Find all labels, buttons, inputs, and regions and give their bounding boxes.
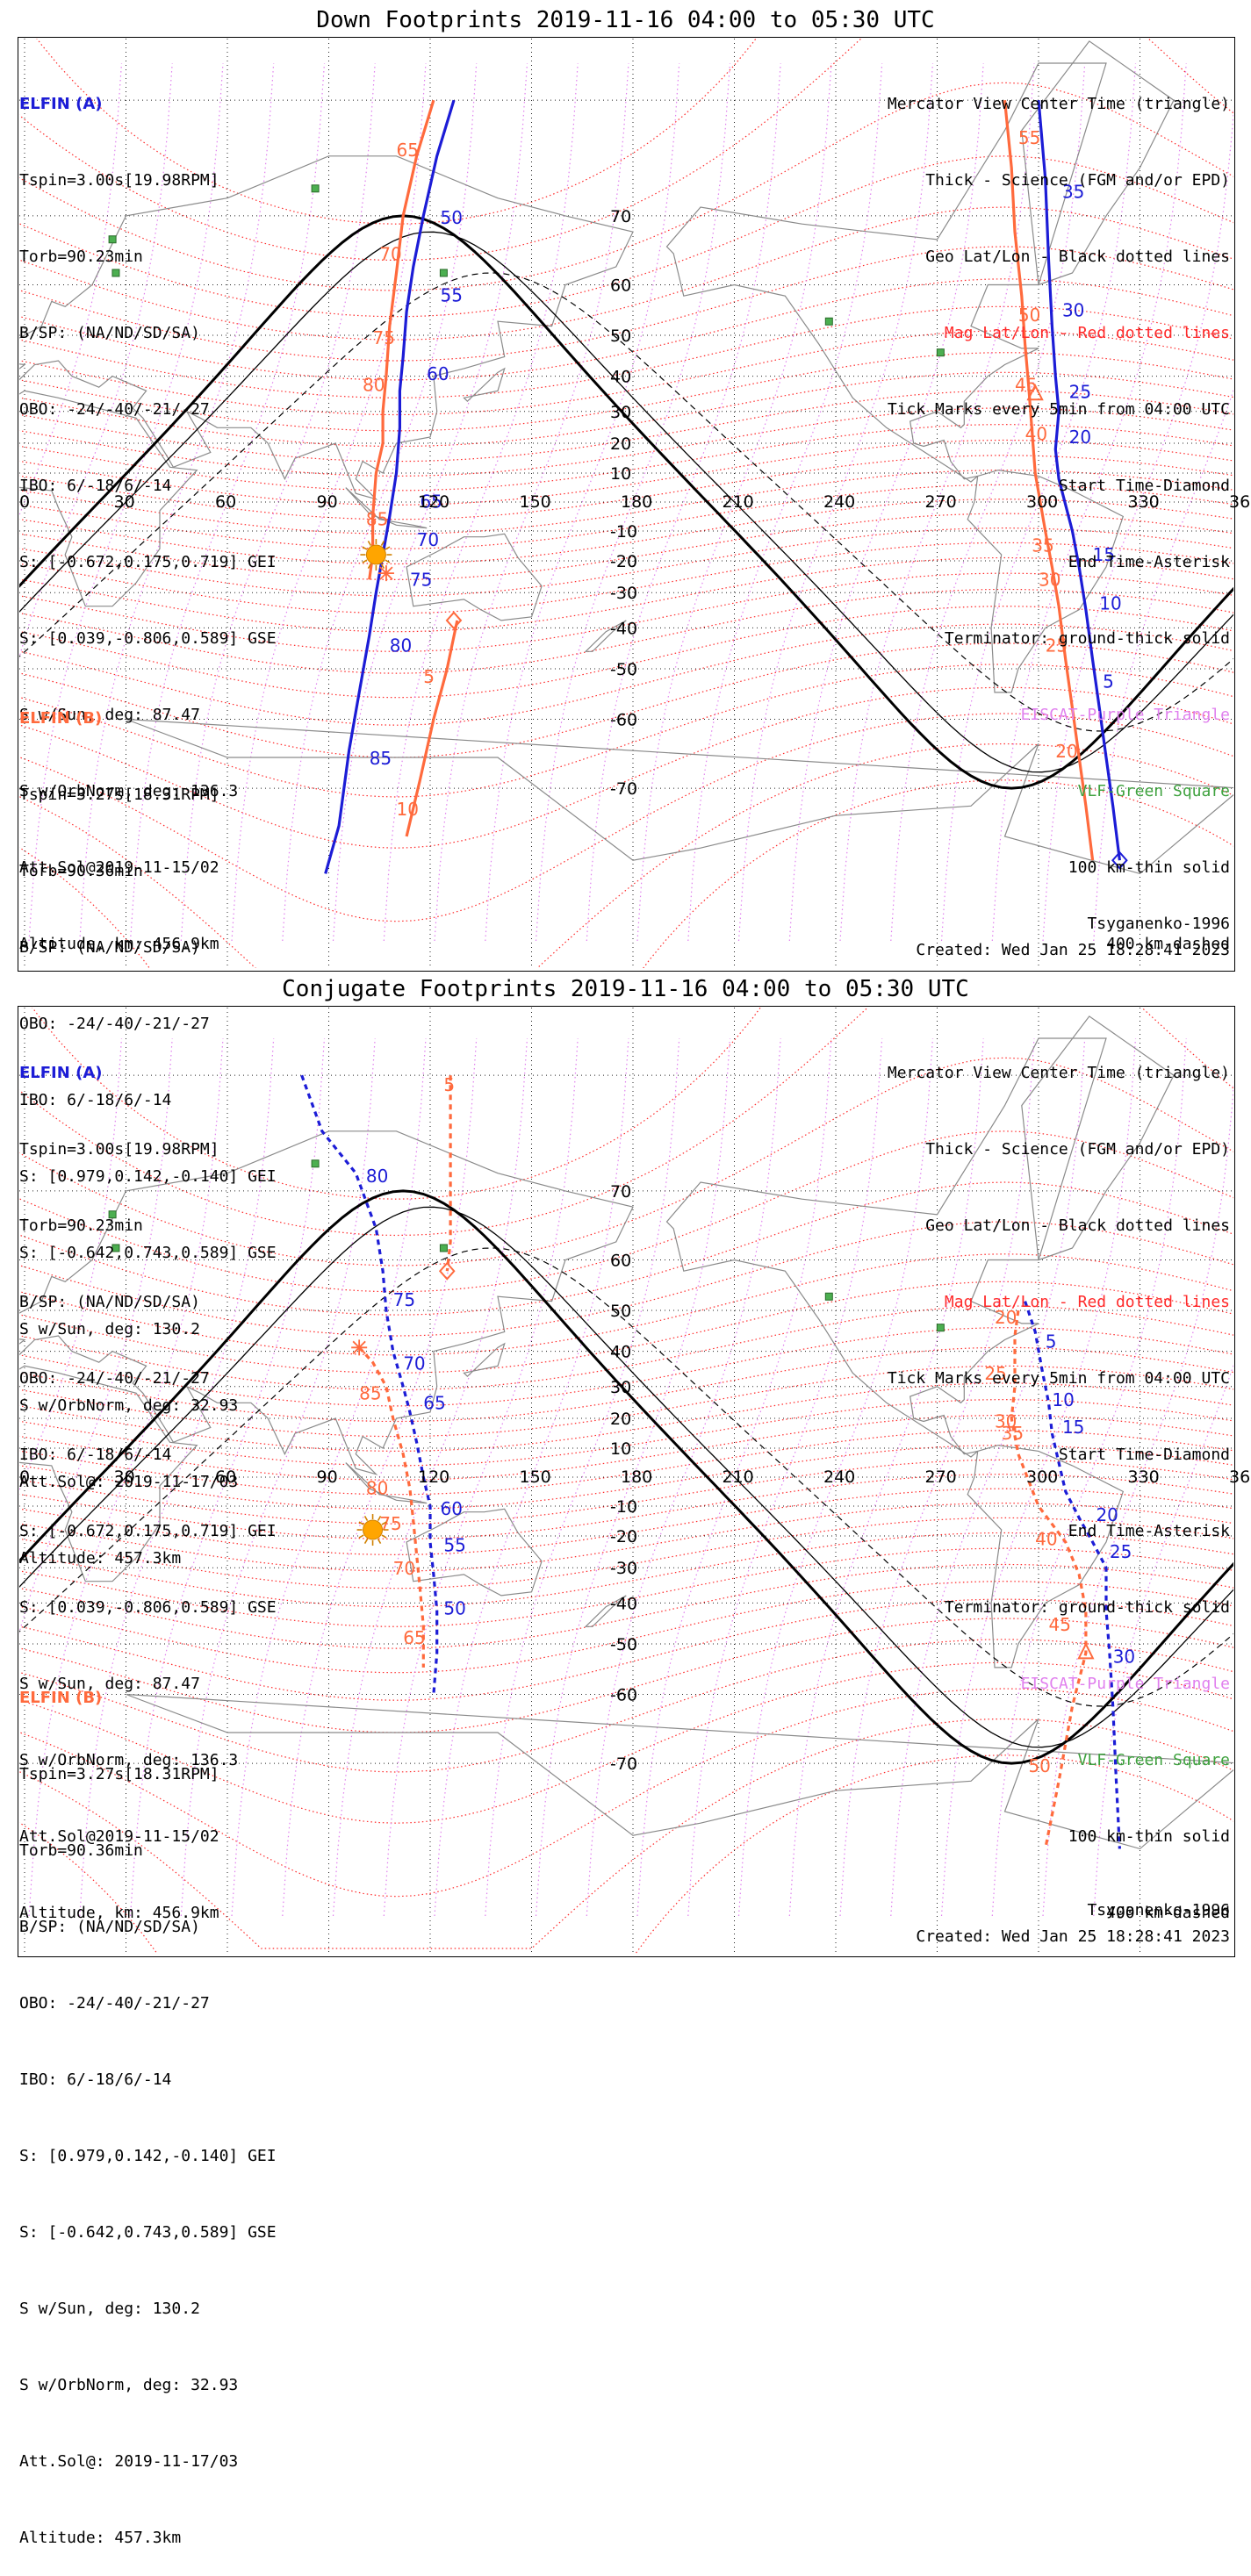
panel-bottom-title: Conjugate Footprints 2019-11-16 04:00 to… xyxy=(282,976,969,1002)
panel-top-title: Down Footprints 2019-11-16 04:00 to 05:3… xyxy=(316,7,935,33)
elfin-b-line: Altitude: 457.3km xyxy=(19,2529,182,2547)
legend-line: Mag Lat/Lon - Red dotted lines xyxy=(944,1293,1230,1311)
panel-bottom-model: Tsyganenko-1996 xyxy=(1087,1901,1230,1919)
legend-line: Thick - Science (FGM and/or EPD) xyxy=(925,171,1230,190)
legend-line: 400 km-dashed xyxy=(1106,935,1230,953)
elfin-a-line: B/SP: (NA/ND/SD/SA) xyxy=(19,1293,200,1311)
panel-bottom-created: Created: Wed Jan 25 18:28:41 2023 xyxy=(916,1927,1230,1946)
elfin-a-line: Altitude, km: 456.9km xyxy=(19,1904,219,1922)
elfin-b-line: OBO: -24/-40/-21/-27 xyxy=(19,1015,210,1033)
elfin-a-line: S w/Sun, deg: 87.47 xyxy=(19,706,200,724)
elfin-a-line: Torb=90.23min xyxy=(19,1216,143,1235)
elfin-a-line: S: [0.039,-0.806,0.589] GSE xyxy=(19,1598,277,1617)
legend-line: Geo Lat/Lon - Black dotted lines xyxy=(925,1216,1230,1235)
elfin-b-line: S: [-0.642,0.743,0.589] GSE xyxy=(19,2223,277,2242)
elfin-a-line: Altitude, km: 456.9km xyxy=(19,935,219,953)
panel-top-frame xyxy=(18,37,1235,972)
elfin-b-line: S w/Sun, deg: 130.2 xyxy=(19,1320,200,1338)
legend-line: 400 km-dashed xyxy=(1106,1904,1230,1922)
legend-line: Start Time-Diamond xyxy=(1058,1446,1230,1464)
panel-bottom-frame xyxy=(18,1006,1235,1957)
elfin-a-line: S w/OrbNorm, deg: 136.3 xyxy=(19,1751,239,1769)
elfin-b-line: S: [0.979,0.142,-0.140] GEI xyxy=(19,1167,277,1186)
elfin-b-line: IBO: 6/-18/6/-14 xyxy=(19,1091,172,1109)
panel-top-model: Tsyganenko-1996 xyxy=(1087,915,1230,933)
elfin-b-line: Altitude: 457.3km xyxy=(19,1549,182,1568)
elfin-b-line: Att.Sol@: 2019-11-17/03 xyxy=(19,1473,239,1491)
legend-line: Tick Marks every 5min from 04:00 UTC xyxy=(887,400,1230,419)
elfin-b-header: ELFIN (B) xyxy=(19,709,103,728)
elfin-a-line: Att.Sol@2019-11-15/02 xyxy=(19,858,219,877)
elfin-a-header: ELFIN (A) xyxy=(19,95,103,113)
elfin-b-line: B/SP: (NA/ND/SD/SA) xyxy=(19,1918,200,1936)
legend-line: EISCAT-Purple Triangle xyxy=(1020,706,1230,724)
legend-line: Mercator View Center Time (triangle) xyxy=(887,1064,1230,1082)
legend-line: Thick - Science (FGM and/or EPD) xyxy=(925,1140,1230,1159)
legend-line: Tick Marks every 5min from 04:00 UTC xyxy=(887,1369,1230,1388)
legend-line: EISCAT-Purple Triangle xyxy=(1020,1675,1230,1693)
elfin-a-line: IBO: 6/-18/6/-14 xyxy=(19,477,172,495)
elfin-a-line: S w/Sun, deg: 87.47 xyxy=(19,1675,200,1693)
elfin-a-line: S w/OrbNorm, deg: 136.3 xyxy=(19,782,239,800)
panel-top-legend: Mercator View Center Time (triangle) Thi… xyxy=(888,40,1230,982)
elfin-b-line: Torb=90.36min xyxy=(19,1841,143,1860)
panel-top-elfin-b-info: ELFIN (B) Tspin=3.27s[18.31RPM] Torb=90.… xyxy=(19,655,277,1597)
elfin-a-line: OBO: -24/-40/-21/-27 xyxy=(19,400,210,419)
elfin-b-line: S: [0.979,0.142,-0.140] GEI xyxy=(19,2147,277,2165)
elfin-a-line: S: [-0.672,0.175,0.719] GEI xyxy=(19,1522,277,1540)
elfin-a-line: B/SP: (NA/ND/SD/SA) xyxy=(19,324,200,342)
elfin-b-line: S w/OrbNorm, deg: 32.93 xyxy=(19,1396,239,1415)
elfin-a-line: S: [0.039,-0.806,0.589] GSE xyxy=(19,629,277,648)
legend-line: VLF-Green Square xyxy=(1077,782,1230,800)
elfin-b-line: S w/OrbNorm, deg: 32.93 xyxy=(19,2376,239,2394)
elfin-a-header: ELFIN (A) xyxy=(19,1064,103,1082)
elfin-b-line: IBO: 6/-18/6/-14 xyxy=(19,2070,172,2089)
elfin-a-line: IBO: 6/-18/6/-14 xyxy=(19,1446,172,1464)
legend-line: Terminator: ground-thick solid xyxy=(944,629,1230,648)
panel-bottom-elfin-a-info: ELFIN (A) Tspin=3.00s[19.98RPM] Torb=90.… xyxy=(19,1009,277,1951)
legend-line: 100 km-thin solid xyxy=(1068,858,1230,877)
legend-line: Start Time-Diamond xyxy=(1058,477,1230,495)
elfin-b-line: Torb=90.36min xyxy=(19,862,143,880)
panel-bottom-legend: Mercator View Center Time (triangle) Thi… xyxy=(888,1009,1230,1951)
elfin-b-line: Att.Sol@: 2019-11-17/03 xyxy=(19,2452,239,2471)
elfin-b-line: S w/Sun, deg: 130.2 xyxy=(19,2300,200,2318)
legend-line: 100 km-thin solid xyxy=(1068,1827,1230,1846)
panel-bottom-elfin-b-info: ELFIN (B) Tspin=3.27s[18.31RPM] Torb=90.… xyxy=(19,1634,277,2576)
elfin-b-line: OBO: -24/-40/-21/-27 xyxy=(19,1994,210,2013)
elfin-a-line: Tspin=3.00s[19.98RPM] xyxy=(19,171,219,190)
elfin-b-line: Tspin=3.27s[18.31RPM] xyxy=(19,786,219,804)
panel-top-elfin-a-info: ELFIN (A) Tspin=3.00s[19.98RPM] Torb=90.… xyxy=(19,40,277,982)
elfin-b-line: B/SP: (NA/ND/SD/SA) xyxy=(19,938,200,957)
legend-line: End Time-Asterisk xyxy=(1068,1522,1230,1540)
legend-line: Mercator View Center Time (triangle) xyxy=(887,95,1230,113)
elfin-b-header: ELFIN (B) xyxy=(19,1689,103,1707)
panel-top-created: Created: Wed Jan 25 18:28:41 2023 xyxy=(916,941,1230,959)
elfin-b-line: Tspin=3.27s[18.31RPM] xyxy=(19,1765,219,1783)
elfin-a-line: Torb=90.23min xyxy=(19,248,143,266)
elfin-b-line: S: [-0.642,0.743,0.589] GSE xyxy=(19,1244,277,1262)
elfin-a-line: OBO: -24/-40/-21/-27 xyxy=(19,1369,210,1388)
legend-line: VLF-Green Square xyxy=(1077,1751,1230,1769)
legend-line: Geo Lat/Lon - Black dotted lines xyxy=(925,248,1230,266)
legend-line: End Time-Asterisk xyxy=(1068,553,1230,571)
elfin-a-line: Att.Sol@2019-11-15/02 xyxy=(19,1827,219,1846)
legend-line: Mag Lat/Lon - Red dotted lines xyxy=(944,324,1230,342)
legend-line: Terminator: ground-thick solid xyxy=(944,1598,1230,1617)
elfin-a-line: S: [-0.672,0.175,0.719] GEI xyxy=(19,553,277,571)
elfin-a-line: Tspin=3.00s[19.98RPM] xyxy=(19,1140,219,1159)
